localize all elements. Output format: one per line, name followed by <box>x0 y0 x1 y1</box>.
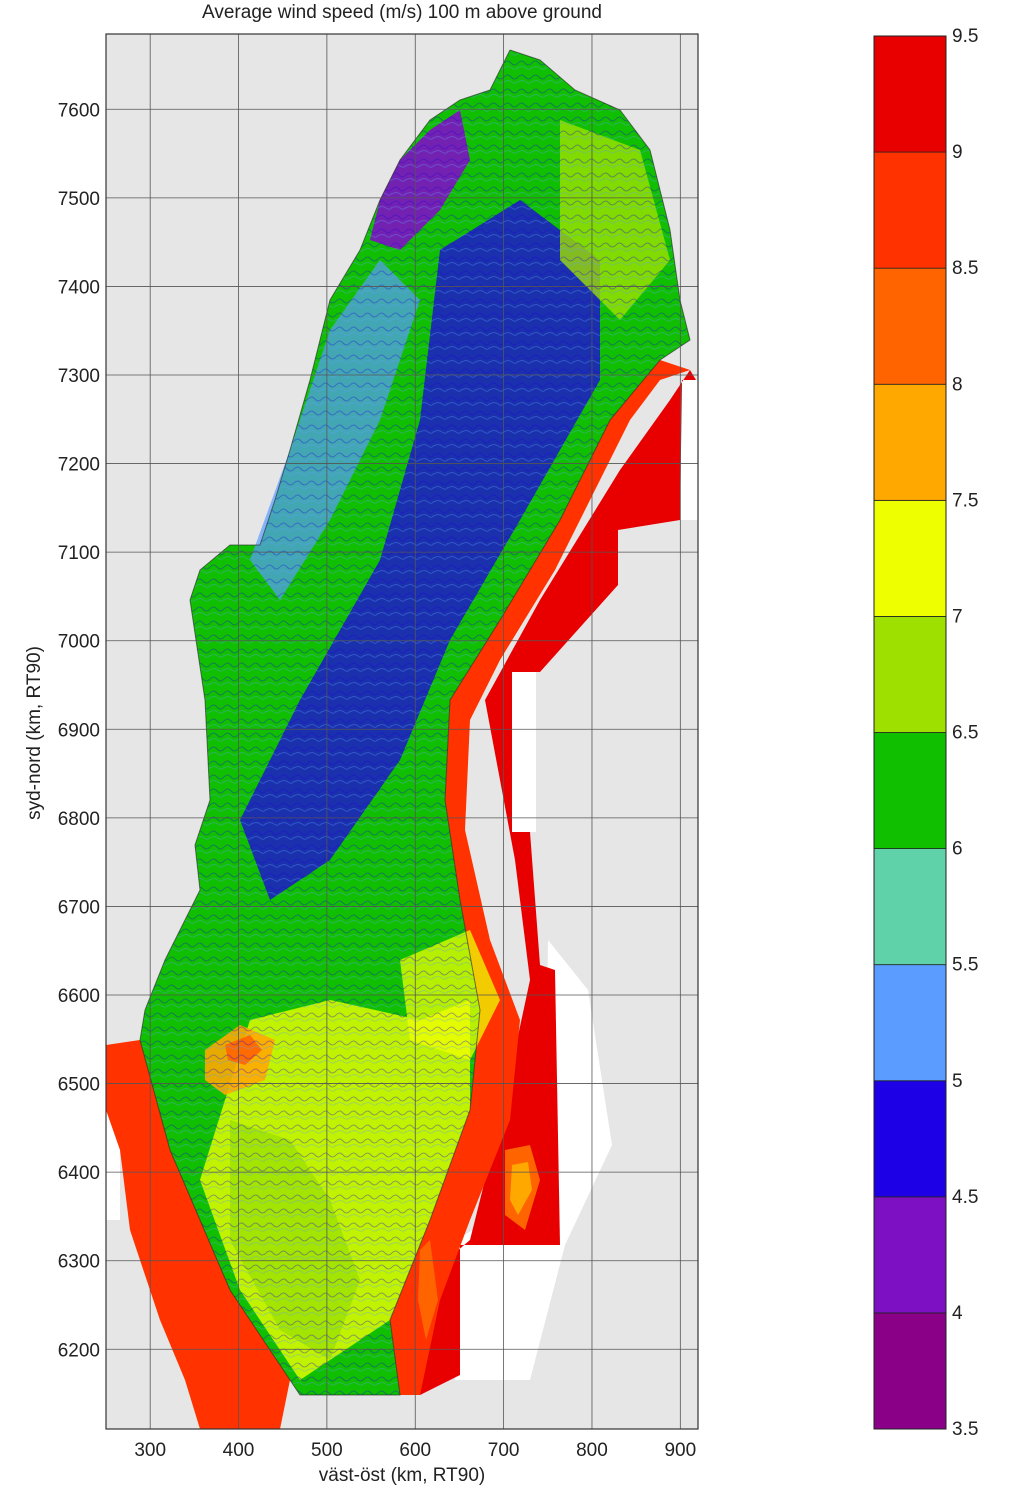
colorbar-swatch <box>873 1080 947 1198</box>
y-tick-label: 7300 <box>58 366 100 387</box>
y-tick-label: 7000 <box>58 632 100 653</box>
x-axis-ticks: 300 400 500 600 700 800 900 <box>134 1440 696 1461</box>
y-tick-label: 7400 <box>58 277 100 298</box>
colorbar-swatch <box>873 1312 947 1430</box>
white-strip-gulf <box>512 672 536 832</box>
oland-island <box>418 1240 438 1340</box>
x-tick-label: 900 <box>664 1440 696 1461</box>
colorbar-label: 7 <box>952 606 963 627</box>
colorbar-label: 5 <box>952 1071 963 1092</box>
white-north-east <box>680 380 698 520</box>
y-tick-label: 7500 <box>58 189 100 210</box>
y-tick-label: 6300 <box>58 1252 100 1273</box>
colorbar-swatch <box>873 35 947 153</box>
colorbar-label: 3.5 <box>952 1419 978 1440</box>
plot-frame <box>105 33 699 1430</box>
colorbar: 3.5 4 4.5 5 5.5 6 6.5 7 7.5 8 8.5 9 9.5 <box>873 26 978 1440</box>
y-tick-label: 6800 <box>58 809 100 830</box>
gotland-inner <box>510 1162 532 1215</box>
x-tick-label: 300 <box>134 1440 166 1461</box>
x-tick-label: 500 <box>311 1440 343 1461</box>
colorbar-label: 4 <box>952 1303 963 1324</box>
map-title: Average wind speed (m/s) 100 m above gro… <box>202 2 602 23</box>
colorbar-swatch <box>873 499 947 617</box>
colorbar-label: 8 <box>952 374 963 395</box>
colorbar-swatch <box>873 1196 947 1314</box>
white-sea-area-east <box>455 940 612 1380</box>
colorbar-swatch <box>873 383 947 501</box>
colorbar-swatch <box>873 848 947 966</box>
y-tick-label: 6600 <box>58 986 100 1007</box>
colorbar-swatch <box>873 964 947 1082</box>
y-tick-label: 6900 <box>58 720 100 741</box>
y-axis-ticks: 6200 6300 6400 6500 6600 6700 6800 6900 7000 7100… <box>58 100 100 1361</box>
y-tick-label: 7100 <box>58 543 100 564</box>
colorbar-swatch <box>873 151 947 269</box>
y-axis-label: syd-nord (km, RT90) <box>24 646 45 820</box>
y-tick-label: 6700 <box>58 897 100 918</box>
y-tick-label: 6500 <box>58 1075 100 1096</box>
colorbar-label: 6 <box>952 839 963 860</box>
colorbar-swatch <box>873 616 947 733</box>
colorbar-label: 6.5 <box>952 723 978 744</box>
x-tick-label: 600 <box>399 1440 431 1461</box>
sea-band-west <box>106 1040 290 1429</box>
sea-band-mid-east <box>390 360 690 1395</box>
x-tick-label: 700 <box>488 1440 520 1461</box>
y-tick-label: 7600 <box>58 100 100 121</box>
colorbar-frame <box>873 35 947 1430</box>
colorbar-label: 4.5 <box>952 1187 978 1208</box>
colorbar-label: 9.5 <box>952 26 978 47</box>
colorbar-label: 7.5 <box>952 490 978 511</box>
colorbar-label: 9 <box>952 142 963 163</box>
x-tick-label: 400 <box>223 1440 255 1461</box>
y-tick-label: 6200 <box>58 1340 100 1361</box>
colorbar-swatch <box>873 732 947 849</box>
colorbar-swatch <box>873 267 947 385</box>
x-axis-label: väst-öst (km, RT90) <box>319 1465 485 1486</box>
colorbar-label: 8.5 <box>952 258 978 279</box>
x-tick-label: 800 <box>576 1440 608 1461</box>
colorbar-label: 5.5 <box>952 955 978 976</box>
map-grid <box>106 34 698 1429</box>
y-tick-label: 7200 <box>58 455 100 476</box>
y-tick-label: 6400 <box>58 1163 100 1184</box>
